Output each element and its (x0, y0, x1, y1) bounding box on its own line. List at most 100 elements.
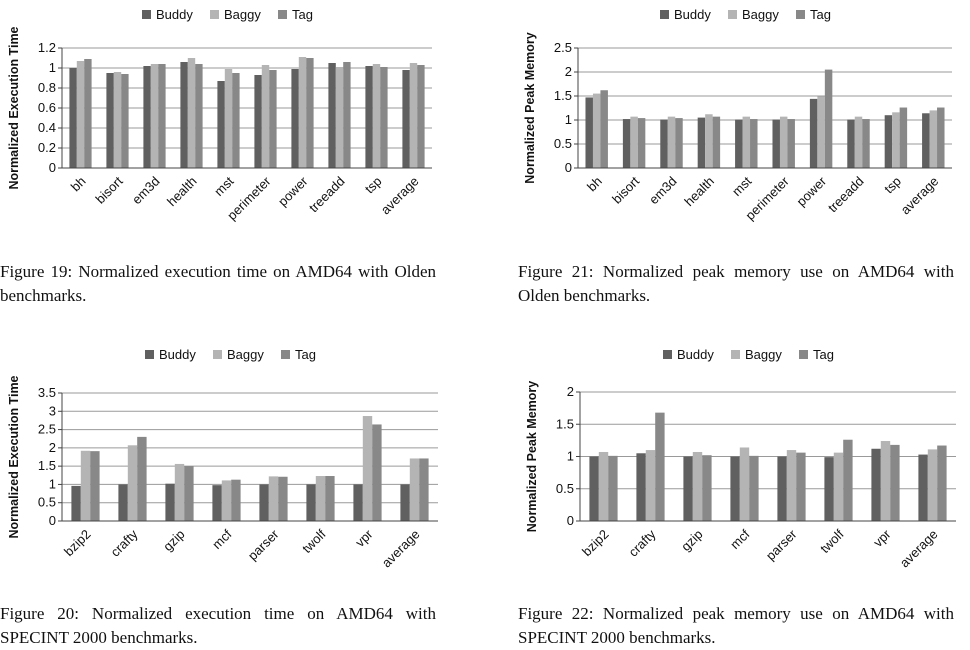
fig20-ytick-label: 0 (49, 513, 56, 528)
fig20-bar-bzip2-tag (90, 451, 100, 521)
fig21-xtick-label-bh: bh (584, 174, 605, 195)
chart-fig21-svg: Buddy Baggy Tag 0 0.5 1 1.5 2 2.5 Normalized Peak… (523, 7, 952, 223)
fig21-bar-bh-tag (600, 90, 608, 168)
fig19-xtick-label-em3d: em3d (129, 174, 163, 208)
fig22-bar-crafty-buddy (636, 453, 646, 521)
fig21-bar-tsp-buddy (884, 115, 893, 168)
fig20-xtick-label-average: average (379, 527, 423, 571)
fig19-bar-tsp-baggy (372, 64, 381, 168)
fig21-bar-bisort-tag (637, 118, 646, 168)
fig19-xtick-label-bh: bh (68, 174, 89, 195)
fig19-bar-mst-buddy (217, 81, 225, 168)
fig19-ytick-label: 1 (49, 60, 56, 75)
fig22-bar-parser-tag (796, 452, 806, 521)
fig21-xtick-label-health: health (681, 174, 717, 210)
fig22-legend: Buddy Baggy Tag (663, 347, 834, 362)
fig19-legend-label-baggy: Baggy (224, 7, 261, 22)
fig22-legend-label-baggy: Baggy (745, 347, 782, 362)
fig19-bar-average-buddy (402, 70, 410, 168)
fig19-ytick-label: 1.2 (38, 40, 56, 55)
fig19-bar-tsp-buddy (365, 66, 373, 168)
fig19-bar-perimeter-buddy (254, 75, 262, 168)
fig20-bar-vpr-tag (372, 424, 382, 521)
fig19-bar-treeadd-baggy (335, 67, 344, 168)
fig20-xtick-label-bzip2: bzip2 (61, 527, 94, 560)
fig20-bar-crafty-buddy (118, 484, 128, 521)
fig19-xtick-label-tsp: tsp (362, 174, 385, 197)
fig20-legend-swatch-tag (281, 350, 290, 359)
fig20-bar-mcf-tag (231, 479, 241, 521)
fig21-legend-label-baggy: Baggy (742, 7, 779, 22)
fig21-ytick-label: 1 (565, 112, 572, 127)
fig20-bar-twolf-baggy (315, 476, 326, 521)
fig22-xtick-label-parser: parser (763, 526, 800, 563)
fig20-bar-twolf-tag (325, 476, 335, 521)
fig22-ytick-label: 2 (567, 384, 574, 399)
fig22-bar-mcf-baggy (739, 447, 750, 521)
fig22-legend-label-tag: Tag (813, 347, 834, 362)
fig21-bar-average-tag (937, 107, 945, 168)
fig20-bar-average-baggy (409, 458, 420, 521)
fig22-bar-gzip-tag (702, 455, 712, 521)
fig19-bar-average-tag (417, 65, 425, 168)
fig22-bar-mcf-buddy (730, 456, 740, 521)
fig20-bar-bzip2-baggy (80, 450, 91, 521)
fig19-bar-bisort-buddy (106, 73, 114, 168)
fig19-bar-health-tag (195, 64, 203, 168)
fig21-ytick-label: 2 (565, 64, 572, 79)
fig20-xtick-label-mcf: mcf (209, 526, 235, 552)
fig22-ylabel: Normalized Peak Memory (525, 381, 539, 532)
fig21-bar-perimeter-buddy (772, 119, 780, 168)
fig19-bar-em3d-buddy (143, 66, 151, 168)
fig20-ytick-label: 1 (49, 476, 56, 491)
caption-fig21: Figure 21: Normalized peak memory use on… (518, 262, 954, 305)
fig21-ytick-label: 0.5 (554, 136, 572, 151)
fig22-bar-twolf-tag (843, 439, 853, 521)
fig21-xtick-label-treeadd: treeadd (825, 174, 867, 216)
fig19-xtick-label-treeadd: treeadd (306, 174, 348, 216)
fig21-bar-average-buddy (922, 113, 930, 168)
fig20-bar-mcf-baggy (221, 480, 232, 521)
fig19-xtick-label-mst: mst (211, 173, 237, 199)
fig19-xtick-label-bisort: bisort (93, 173, 126, 206)
fig22-bar-average-tag (937, 445, 947, 521)
fig21-bar-mst-tag (750, 119, 758, 168)
fig21-bar-power-tag (824, 69, 833, 168)
fig19-xtick-label-health: health (164, 174, 200, 210)
fig21-bar-health-baggy (705, 114, 713, 168)
caption-fig19: Figure 19: Normalized execution time on … (0, 262, 436, 305)
fig21-bar-tsp-baggy (892, 112, 900, 168)
fig21-bar-bisort-buddy (622, 119, 631, 168)
fig20-bar-vpr-baggy (362, 416, 373, 521)
fig19-bar-treeadd-buddy (328, 63, 336, 168)
fig22-legend-swatch-buddy (663, 350, 672, 359)
fig22-bar-vpr-tag (890, 444, 900, 521)
fig20-bar-vpr-buddy (353, 484, 363, 521)
fig19-ytick-label: 0.4 (38, 120, 56, 135)
fig19-ytick-label: 0.8 (38, 80, 56, 95)
fig20-bar-gzip-baggy (174, 463, 185, 521)
fig21-ylabel: Normalized Peak Memory (523, 32, 537, 183)
fig19-bar-power-buddy (291, 69, 299, 168)
fig22-bar-gzip-baggy (692, 451, 703, 521)
fig22-legend-swatch-baggy (731, 350, 740, 359)
fig19-bar-bh-buddy (69, 68, 77, 168)
fig21-bar-em3d-buddy (660, 119, 668, 168)
fig20-bar-gzip-buddy (165, 483, 175, 521)
fig22-xtick-label-twolf: twolf (817, 526, 847, 556)
fig20-xtick-label-twolf: twolf (299, 526, 329, 556)
fig20-bar-parser-buddy (259, 484, 269, 521)
fig21-bar-health-buddy (697, 117, 706, 168)
fig20-xtick-label-gzip: gzip (160, 527, 187, 554)
fig21-bar-power-buddy (809, 98, 818, 168)
chart-fig20-svg: Buddy Baggy Tag 0 0.5 1 1.5 2 2.5 3 3.5 Normalized … (7, 347, 438, 571)
fig19-ytick-label: 0.6 (38, 100, 56, 115)
fig20-ylabel: Normalized Execution Time (7, 375, 21, 538)
fig22-ytick-label: 0.5 (556, 481, 574, 496)
fig19-legend-label-tag: Tag (292, 7, 313, 22)
fig21-xtick-label-power: power (794, 173, 830, 209)
fig22-xtick-label-mcf: mcf (727, 526, 753, 552)
fig21-legend-label-buddy: Buddy (674, 7, 711, 22)
fig20-legend: Buddy Baggy Tag (145, 347, 316, 362)
fig21-bar-em3d-baggy (667, 116, 676, 168)
